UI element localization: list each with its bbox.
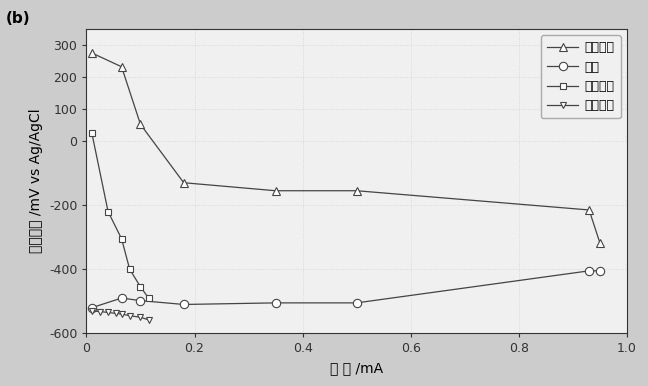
Line: 生物阴极: 生物阴极: [87, 49, 604, 247]
阳极: [585, 269, 593, 273]
对照阳极: [145, 318, 152, 322]
阳极: [272, 301, 279, 305]
对照阴极: [88, 131, 96, 135]
Line: 阳极: 阳极: [87, 267, 604, 312]
对照阴极: [104, 209, 112, 214]
对照阴极: [145, 296, 152, 300]
生物阴极: [585, 208, 593, 212]
Line: 对照阴极: 对照阴极: [88, 130, 152, 301]
生物阴极: [353, 188, 360, 193]
对照阳极: [118, 312, 126, 317]
对照阳极: [88, 308, 96, 313]
阳极: [596, 269, 604, 273]
阳极: [118, 296, 126, 300]
对照阳极: [137, 315, 145, 320]
生物阴极: [118, 64, 126, 69]
生物阴极: [137, 122, 145, 127]
对照阳极: [104, 310, 112, 315]
对照阳极: [112, 311, 120, 316]
对照阴极: [118, 237, 126, 241]
阳极: [353, 301, 360, 305]
阳极: [180, 302, 188, 307]
对照阳极: [126, 313, 133, 318]
Y-axis label: 电极电势 /mV vs Ag/AgCl: 电极电势 /mV vs Ag/AgCl: [29, 109, 43, 254]
阳极: [88, 305, 96, 310]
对照阴极: [137, 284, 145, 289]
对照阳极: [96, 309, 104, 314]
X-axis label: 电 流 /mA: 电 流 /mA: [330, 361, 383, 375]
Line: 对照阳极: 对照阳极: [88, 307, 152, 323]
生物阴极: [596, 240, 604, 245]
Text: (b): (b): [5, 11, 30, 26]
Legend: 生物阴极, 阳极, 对照阴极, 对照阳极: 生物阴极, 阳极, 对照阴极, 对照阳极: [540, 35, 621, 119]
生物阴极: [180, 180, 188, 185]
生物阴极: [272, 188, 279, 193]
对照阴极: [126, 267, 133, 271]
生物阴极: [88, 51, 96, 55]
阳极: [137, 298, 145, 303]
